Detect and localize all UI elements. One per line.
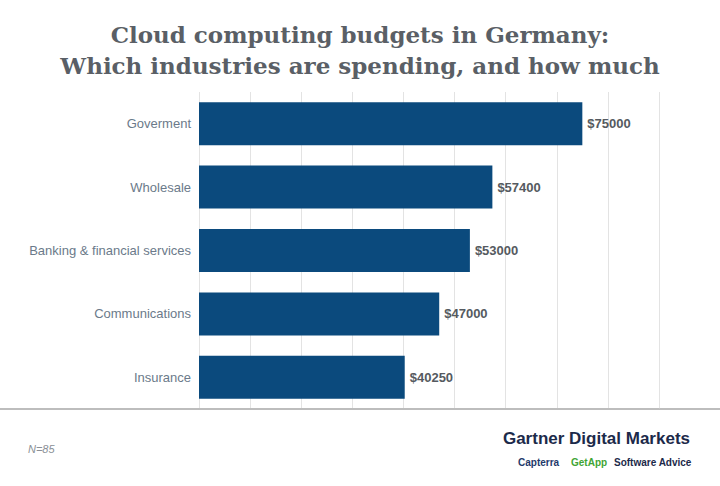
svg-text:Gartner Digital Markets: Gartner Digital Markets [503,429,690,448]
svg-text:N=85: N=85 [28,443,55,455]
svg-text:$75000: $75000 [587,116,630,131]
svg-text:Insurance: Insurance [134,370,191,385]
svg-text:Communications: Communications [94,306,191,321]
svg-text:GetApp: GetApp [571,457,607,468]
svg-text:Cloud computing budgets in Ger: Cloud computing budgets in Germany: [111,21,610,48]
svg-text:Capterra: Capterra [518,457,560,468]
svg-text:Banking & financial services: Banking & financial services [29,243,191,258]
svg-text:$53000: $53000 [475,243,518,258]
svg-text:$57400: $57400 [497,180,540,195]
svg-text:$40250: $40250 [410,370,453,385]
svg-text:Wholesale: Wholesale [130,180,191,195]
svg-text:Goverment: Goverment [127,116,192,131]
svg-text:Software Advice: Software Advice [614,457,692,468]
svg-text:$47000: $47000 [444,306,487,321]
svg-text:Which industries are spending,: Which industries are spending, and how m… [59,52,660,79]
